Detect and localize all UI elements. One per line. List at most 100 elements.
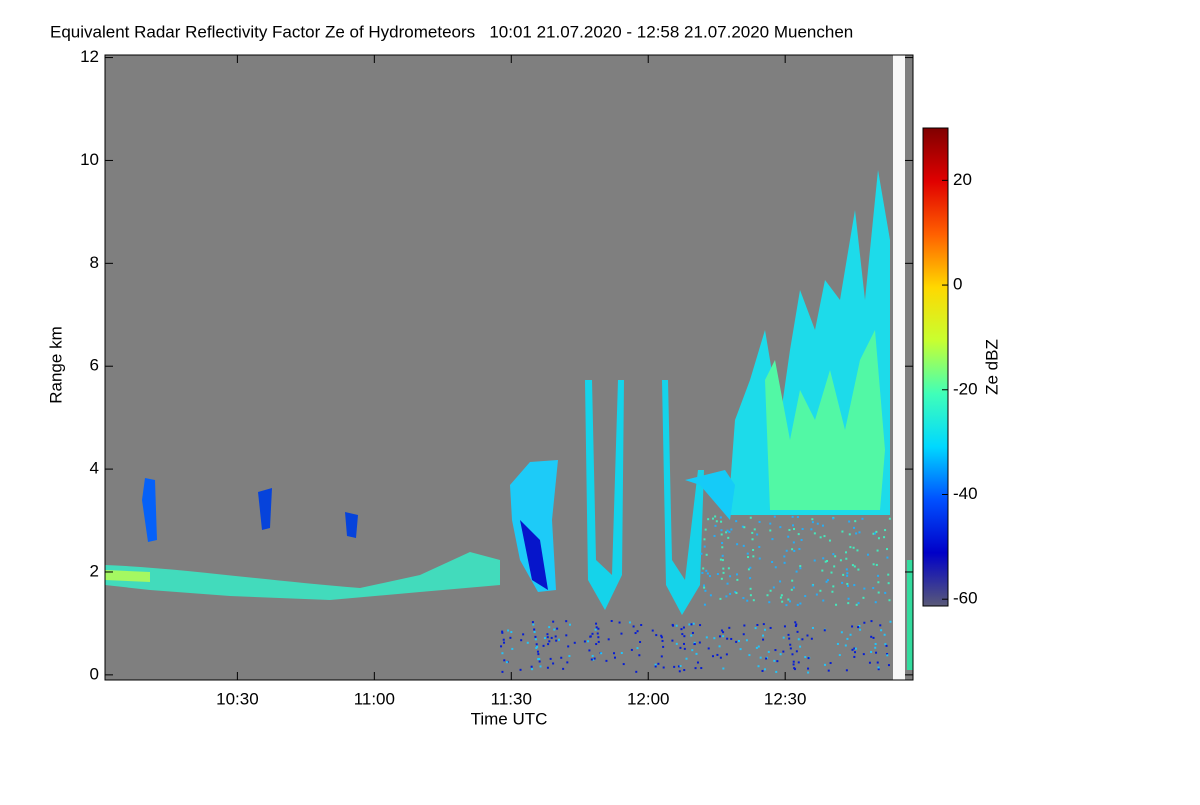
echo-speckle: [768, 601, 771, 604]
echo-speckle: [605, 659, 608, 662]
echo-speckle: [822, 557, 825, 560]
echo-speckle: [788, 528, 791, 531]
echo-speckle: [874, 646, 877, 649]
echo-speckle: [591, 654, 594, 657]
echo-speckle: [736, 578, 739, 581]
echo-speckle: [853, 655, 856, 658]
echo-speckle: [880, 629, 883, 632]
echo-speckle: [655, 634, 658, 637]
y-tick-label: 12: [80, 47, 99, 66]
echo-speckle: [727, 536, 730, 539]
echo-speckle: [883, 633, 886, 636]
echo-speckle: [546, 633, 549, 636]
echo-speckle: [746, 599, 749, 602]
echo-speckle: [793, 667, 796, 670]
echo-speckle: [533, 630, 536, 633]
echo-speckle: [846, 637, 849, 640]
echo-speckle: [888, 599, 891, 602]
echo-speckle: [859, 628, 862, 631]
echo-speckle: [597, 636, 600, 639]
echo-speckle: [841, 581, 844, 584]
echo-speckle: [885, 644, 888, 647]
echo-speckle: [787, 535, 790, 538]
echo-speckle: [590, 658, 593, 661]
echo-speckle: [718, 635, 721, 638]
echo-speckle: [787, 598, 790, 601]
echo-speckle: [537, 658, 540, 661]
echo-speckle: [811, 584, 814, 587]
echo-speckle: [854, 647, 857, 650]
echo-speckle: [555, 639, 558, 642]
echo-speckle: [877, 591, 880, 594]
echo-speckle: [560, 656, 563, 659]
echo-speckle: [813, 559, 816, 562]
echo-speckle: [791, 548, 794, 551]
echo-speckle: [747, 556, 750, 559]
echo-speckle: [699, 624, 702, 627]
echo-speckle: [722, 667, 725, 670]
echo-speckle: [810, 528, 813, 531]
echo-speckle: [725, 595, 728, 598]
echo-speckle: [889, 620, 892, 623]
echo-speckle: [811, 518, 814, 521]
echo-speckle: [691, 649, 694, 652]
echo-speckle: [783, 555, 786, 558]
echo-speckle: [736, 573, 739, 576]
echo-speckle: [826, 559, 829, 562]
echo-speckle: [840, 631, 843, 634]
echo-speckle: [719, 558, 722, 561]
echo-speckle: [688, 623, 691, 626]
echo-speckle: [870, 635, 873, 638]
echo-speckle: [533, 628, 536, 631]
echo-speckle: [682, 626, 685, 629]
echo-speckle: [589, 635, 592, 638]
colorbar: [922, 127, 949, 607]
echo-speckle: [876, 661, 879, 664]
echo-speckle: [592, 658, 595, 661]
echo-speckle: [758, 520, 761, 523]
echo-speckle: [845, 669, 848, 672]
echo-speckle: [849, 546, 852, 549]
echo-speckle: [886, 654, 889, 657]
echo-speckle: [792, 541, 795, 544]
echo-speckle: [657, 662, 660, 665]
echo-speckle: [782, 636, 785, 639]
echo-speckle: [846, 574, 849, 577]
echo-speckle: [800, 538, 803, 541]
echo-speckle: [566, 661, 569, 664]
echo-speckle: [870, 650, 873, 653]
echo-speckle: [821, 569, 824, 572]
echo-speckle: [503, 641, 506, 644]
echo-speckle: [654, 663, 657, 666]
echo-speckle: [679, 646, 682, 649]
echo-speckle: [849, 633, 852, 636]
echo-speckle: [884, 591, 887, 594]
echo-speckle: [836, 642, 839, 645]
echo-speckle: [796, 603, 799, 606]
echo-speckle: [620, 632, 623, 635]
echo-speckle: [846, 572, 849, 575]
echo-speckle: [762, 623, 765, 626]
echo-speckle: [703, 545, 706, 548]
data-gap: [893, 55, 905, 680]
echo-speckle: [726, 582, 729, 585]
echo-speckle: [690, 623, 693, 626]
echo-speckle: [819, 589, 822, 592]
echo-speckle: [510, 631, 513, 634]
echo-speckle: [596, 632, 599, 635]
echo-speckle: [851, 564, 854, 567]
echo-speckle: [829, 662, 832, 665]
echo-speckle: [751, 531, 754, 534]
echo-speckle: [700, 667, 703, 670]
echo-speckle: [795, 650, 798, 653]
echo-speckle: [874, 532, 877, 535]
echo-speckle: [573, 641, 576, 644]
echo-speckle: [502, 638, 505, 641]
echo-speckle: [742, 597, 745, 600]
echo-speckle: [729, 575, 732, 578]
echo-speckle: [847, 602, 850, 605]
echo-speckle: [536, 650, 539, 653]
echo-speckle: [568, 623, 571, 626]
echo-speckle: [722, 631, 725, 634]
echo-speckle: [831, 590, 834, 593]
